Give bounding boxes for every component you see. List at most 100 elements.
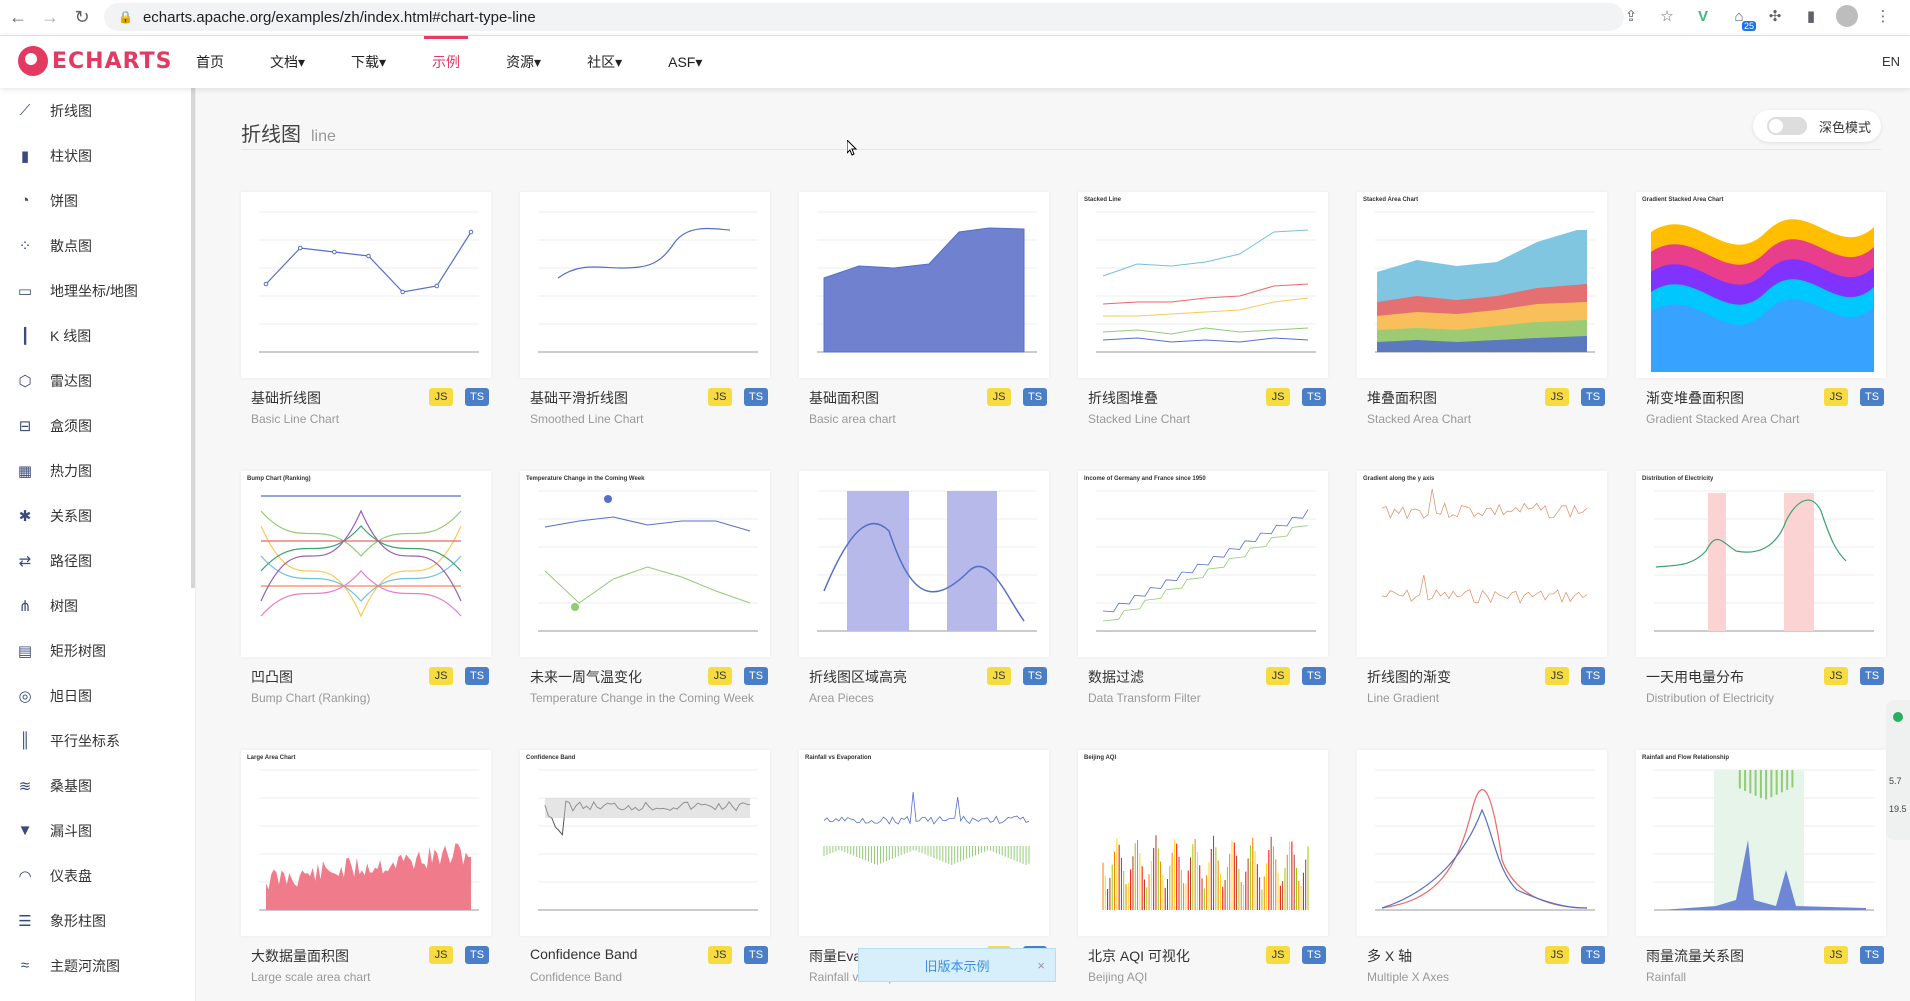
example-title[interactable]: 雨量Eva	[809, 948, 862, 964]
js-tag[interactable]: JS	[708, 388, 732, 406]
dark-mode-switch[interactable]	[1767, 117, 1807, 135]
js-tag[interactable]: JS	[1824, 667, 1848, 685]
ts-tag[interactable]: TS	[1302, 388, 1326, 406]
back-icon[interactable]: ←	[9, 7, 27, 27]
sidebar-item-13[interactable]: ◎ 旭日图	[0, 673, 195, 718]
sidebar-item-10[interactable]: ⇄ 路径图	[0, 538, 195, 583]
example-title[interactable]: 多 X 轴	[1367, 948, 1413, 964]
example-card[interactable]: Rainfall vs Evaporation雨量EvaJSTSRainfall…	[799, 750, 1049, 984]
profile-icon[interactable]	[1836, 5, 1858, 27]
example-card[interactable]: Gradient along the y axis 折线图的渐变 JS TS Line …	[1357, 471, 1607, 705]
language-switch[interactable]: EN	[1881, 54, 1900, 69]
example-card[interactable]: Stacked Line 折线图堆叠 JS TS Stacked Line Chart	[1078, 192, 1328, 426]
share-icon[interactable]: ⇪	[1624, 8, 1638, 25]
side-panel-icon[interactable]: ▮	[1806, 8, 1816, 25]
example-title[interactable]: 大数据量面积图	[251, 948, 349, 964]
js-tag[interactable]: JS	[1266, 946, 1290, 964]
js-tag[interactable]: JS	[1545, 946, 1569, 964]
ts-tag[interactable]: TS	[744, 388, 768, 406]
ts-tag[interactable]: TS	[1860, 667, 1884, 685]
js-tag[interactable]: JS	[1824, 388, 1848, 406]
nav-item-2[interactable]: 下载▾	[351, 54, 387, 70]
example-thumbnail[interactable]: Gradient Stacked Area Chart	[1636, 192, 1886, 378]
example-card[interactable]: Distribution of Electricity 一天用电量分布 JS TS Di…	[1636, 471, 1886, 705]
example-thumbnail[interactable]: Beijing AQI	[1078, 750, 1328, 936]
sidebar-item-3[interactable]: ⁘ 散点图	[0, 223, 195, 268]
example-card[interactable]: Gradient Stacked Area Chart 渐变堆叠面积图 JS TS Gr…	[1636, 192, 1886, 426]
example-card[interactable]: Bump Chart (Ranking) 凹凸图 JS TS Bump Chart (R…	[241, 471, 491, 705]
example-title[interactable]: 渐变堆叠面积图	[1646, 390, 1744, 406]
sidebar-item-17[interactable]: ◠ 仪表盘	[0, 853, 195, 898]
example-card[interactable]: 多 X 轴 JS TS Multiple X Axes	[1357, 750, 1607, 984]
example-title[interactable]: 雨量流量关系图	[1646, 948, 1744, 964]
menu-kebab-icon[interactable]: ⋮	[1875, 8, 1891, 25]
address-bar[interactable]: 🔒 echarts.apache.org/examples/zh/index.h…	[104, 3, 1624, 31]
example-title[interactable]: 基础面积图	[809, 390, 879, 406]
echarts-logo[interactable]: ECHARTS	[18, 46, 172, 76]
js-tag[interactable]: JS	[1266, 388, 1290, 406]
extension-badge-icon[interactable]: ⌂ 25	[1734, 7, 1756, 31]
forward-icon[interactable]: →	[41, 7, 59, 27]
example-card[interactable]: Temperature Change in the Coming Week 未来一…	[520, 471, 770, 705]
example-thumbnail[interactable]: Rainfall vs Evaporation	[799, 750, 1049, 936]
legacy-examples-banner[interactable]: 旧版本示例 ×	[858, 948, 1056, 982]
example-title[interactable]: 未来一周气温变化	[530, 669, 642, 685]
ts-tag[interactable]: TS	[465, 946, 489, 964]
example-thumbnail[interactable]: Gradient along the y axis	[1357, 471, 1607, 657]
dark-mode-toggle[interactable]: 深色模式	[1753, 110, 1881, 142]
example-title[interactable]: 基础折线图	[251, 390, 321, 406]
sidebar-item-15[interactable]: ≋ 桑基图	[0, 763, 195, 808]
example-thumbnail[interactable]: Rainfall and Flow Relationship	[1636, 750, 1886, 936]
example-card[interactable]: Large Area Chart 大数据量面积图 JS TS Large scale a…	[241, 750, 491, 984]
example-card[interactable]: Beijing AQI 北京 AQI 可视化 JS TS Beijing AQI	[1078, 750, 1328, 984]
ts-tag[interactable]: TS	[1581, 388, 1605, 406]
example-thumbnail[interactable]: Confidence Band	[520, 750, 770, 936]
example-title[interactable]: 基础平滑折线图	[530, 390, 628, 406]
js-tag[interactable]: JS	[708, 946, 732, 964]
js-tag[interactable]: JS	[429, 946, 453, 964]
example-thumbnail[interactable]: Temperature Change in the Coming Week	[520, 471, 770, 657]
example-card[interactable]: Confidence Band Confidence Band JS TS Confid…	[520, 750, 770, 984]
sidebar-item-0[interactable]: ⟋ 折线图	[0, 88, 195, 133]
sidebar-item-14[interactable]: ║ 平行坐标系	[0, 718, 195, 763]
ts-tag[interactable]: TS	[744, 667, 768, 685]
example-thumbnail[interactable]: Stacked Line	[1078, 192, 1328, 378]
ts-tag[interactable]: TS	[1023, 667, 1047, 685]
example-card[interactable]: Income of Germany and France since 1950 数…	[1078, 471, 1328, 705]
example-thumbnail[interactable]: Income of Germany and France since 1950	[1078, 471, 1328, 657]
sidebar-item-18[interactable]: ☰ 象形柱图	[0, 898, 195, 943]
sidebar-item-9[interactable]: ✱ 关系图	[0, 493, 195, 538]
js-tag[interactable]: JS	[1545, 667, 1569, 685]
js-tag[interactable]: JS	[1824, 946, 1848, 964]
ts-tag[interactable]: TS	[1581, 946, 1605, 964]
sidebar-item-11[interactable]: ⋔ 树图	[0, 583, 195, 628]
example-title[interactable]: 一天用电量分布	[1646, 669, 1744, 685]
reload-icon[interactable]: ↻	[74, 7, 90, 27]
ts-tag[interactable]: TS	[1581, 667, 1605, 685]
sidebar-item-5[interactable]: ┃ K 线图	[0, 313, 195, 358]
ts-tag[interactable]: TS	[1860, 946, 1884, 964]
sidebar-item-19[interactable]: ≈ 主题河流图	[0, 943, 195, 988]
sidebar-item-16[interactable]: ▼ 漏斗图	[0, 808, 195, 853]
example-thumbnail[interactable]: Large Area Chart	[241, 750, 491, 936]
example-card[interactable]: 基础面积图 JS TS Basic area chart	[799, 192, 1049, 426]
example-thumbnail[interactable]: Stacked Area Chart	[1357, 192, 1607, 378]
vue-devtools-icon[interactable]: V	[1697, 7, 1708, 25]
example-thumbnail[interactable]	[520, 192, 770, 378]
example-card[interactable]: 基础折线图 JS TS Basic Line Chart	[241, 192, 491, 426]
example-title[interactable]: 折线图堆叠	[1088, 390, 1158, 406]
legacy-examples-link[interactable]: 旧版本示例	[924, 958, 990, 974]
example-title[interactable]: 数据过滤	[1088, 669, 1144, 685]
example-card[interactable]: Stacked Area Chart 堆叠面积图 JS TS Stacked Area …	[1357, 192, 1607, 426]
nav-item-6[interactable]: ASF▾	[668, 53, 703, 70]
example-title[interactable]: Confidence Band	[530, 946, 638, 962]
ts-tag[interactable]: TS	[1023, 388, 1047, 406]
ts-tag[interactable]: TS	[465, 388, 489, 406]
ts-tag[interactable]: TS	[1860, 388, 1884, 406]
example-thumbnail[interactable]: Bump Chart (Ranking)	[241, 471, 491, 657]
sidebar-item-12[interactable]: ▤ 矩形树图	[0, 628, 195, 673]
example-title[interactable]: 折线图区域高亮	[809, 669, 907, 685]
example-title[interactable]: 折线图的渐变	[1367, 669, 1451, 685]
example-thumbnail[interactable]	[799, 471, 1049, 657]
js-tag[interactable]: JS	[708, 667, 732, 685]
